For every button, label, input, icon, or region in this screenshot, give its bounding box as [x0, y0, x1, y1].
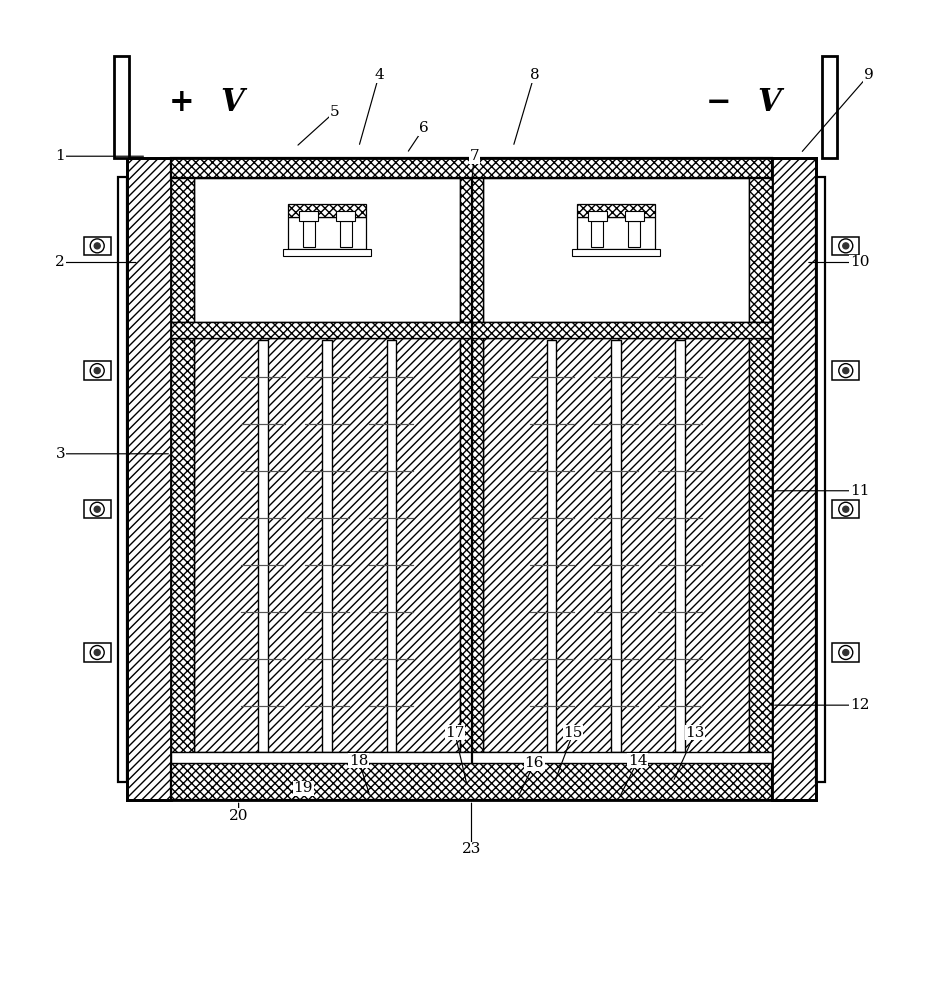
Bar [675, 340, 685, 752]
Bar [547, 340, 556, 752]
Bar [483, 178, 749, 322]
Bar [283, 249, 371, 256]
Bar [749, 338, 771, 763]
Text: 11: 11 [850, 484, 869, 498]
Text: 12: 12 [850, 698, 869, 712]
Text: 5: 5 [330, 105, 339, 119]
Text: 15: 15 [564, 726, 583, 740]
Text: 18: 18 [349, 754, 369, 768]
Bar [628, 221, 640, 247]
Bar [336, 211, 356, 221]
Circle shape [838, 364, 852, 378]
Bar [118, 177, 126, 782]
Circle shape [843, 243, 849, 249]
Circle shape [91, 239, 105, 253]
Bar [194, 178, 460, 322]
Bar [483, 338, 749, 763]
Bar [323, 340, 332, 752]
Bar [84, 237, 110, 255]
Circle shape [838, 645, 852, 659]
Bar [114, 56, 128, 158]
Bar [258, 340, 268, 752]
Bar [172, 763, 771, 800]
Bar [84, 643, 110, 662]
Text: 13: 13 [686, 726, 704, 740]
Bar [126, 158, 172, 800]
Text: +: + [169, 87, 194, 118]
Text: 4: 4 [374, 68, 384, 82]
Text: 23: 23 [462, 842, 481, 856]
Text: 9: 9 [864, 68, 874, 82]
Text: 7: 7 [470, 149, 479, 163]
Bar [460, 338, 483, 763]
Circle shape [91, 364, 105, 378]
Bar [172, 752, 771, 763]
Circle shape [94, 506, 100, 512]
Bar [172, 178, 194, 322]
Text: V: V [221, 87, 244, 118]
Bar [576, 204, 655, 217]
Circle shape [91, 645, 105, 659]
Bar [303, 221, 315, 247]
Text: 6: 6 [419, 121, 428, 135]
Text: 3: 3 [56, 447, 65, 461]
Bar [576, 217, 655, 249]
Text: 14: 14 [628, 754, 648, 768]
Text: 2: 2 [56, 255, 65, 269]
Circle shape [838, 502, 852, 516]
Bar [821, 56, 836, 158]
Bar [84, 361, 110, 380]
Circle shape [91, 502, 105, 516]
Circle shape [843, 649, 849, 655]
Text: V: V [757, 87, 781, 118]
Bar [194, 752, 506, 762]
Text: 1: 1 [56, 149, 65, 163]
Bar [611, 340, 620, 752]
Text: 19: 19 [293, 781, 313, 795]
Bar [817, 177, 825, 782]
Circle shape [94, 649, 100, 655]
Bar [172, 158, 771, 178]
Bar [288, 217, 367, 249]
Text: −: − [705, 87, 731, 118]
Bar [749, 178, 771, 322]
Bar [460, 178, 483, 322]
Text: 10: 10 [850, 255, 869, 269]
Bar [387, 340, 396, 752]
Bar [833, 237, 859, 255]
Bar [587, 211, 607, 221]
Text: 20: 20 [229, 809, 248, 823]
Bar [339, 221, 352, 247]
Circle shape [94, 368, 100, 374]
Circle shape [843, 368, 849, 374]
Bar [299, 211, 319, 221]
Bar [194, 338, 460, 763]
Bar [833, 500, 859, 518]
Text: 8: 8 [530, 68, 539, 82]
Circle shape [838, 239, 852, 253]
Text: 17: 17 [445, 726, 465, 740]
Bar [771, 158, 817, 800]
Bar [84, 500, 110, 518]
Circle shape [94, 243, 100, 249]
Bar [288, 204, 367, 217]
Bar [624, 211, 644, 221]
Bar [172, 322, 771, 338]
Text: 16: 16 [524, 756, 544, 770]
Circle shape [843, 506, 849, 512]
Bar [572, 249, 660, 256]
Bar [833, 643, 859, 662]
Bar [172, 338, 194, 763]
Bar [833, 361, 859, 380]
Bar [591, 221, 604, 247]
